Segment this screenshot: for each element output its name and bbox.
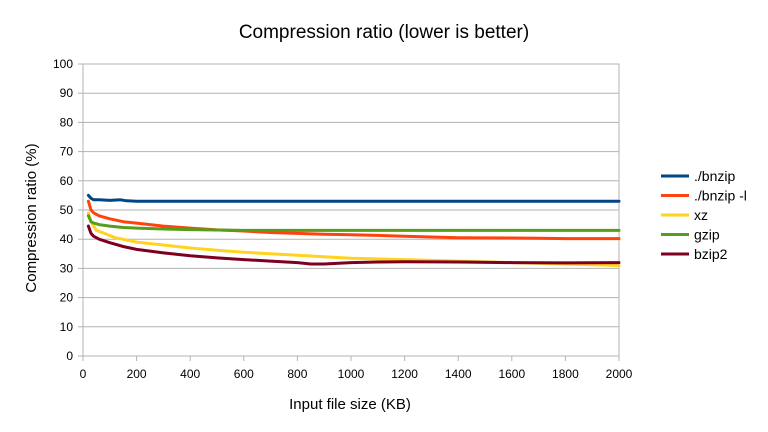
chart-title: Compression ratio (lower is better) [239, 22, 529, 43]
x-tick-label: 1800 [552, 367, 579, 381]
x-tick-label: 2000 [606, 367, 633, 381]
x-tick-label: 1200 [391, 367, 418, 381]
y-tick-label: 60 [60, 174, 74, 188]
x-tick-label: 800 [287, 367, 307, 381]
series-line-bzip2 [86, 224, 621, 266]
y-tick-label: 0 [66, 349, 73, 363]
x-tick-label: 0 [80, 367, 87, 381]
legend-label-gzip: gzip [694, 227, 720, 243]
legend-label-xz: xz [694, 207, 708, 223]
x-tick-label: 400 [180, 367, 200, 381]
x-tick-label: 200 [127, 367, 147, 381]
legend-label-bzip2: bzip2 [694, 246, 728, 262]
series-line-gzip [86, 214, 621, 232]
x-tick-label: 1600 [498, 367, 525, 381]
y-tick-label: 90 [60, 86, 74, 100]
y-tick-label: 20 [60, 291, 74, 305]
x-tick-label: 1400 [445, 367, 472, 381]
x-tick-label: 600 [234, 367, 254, 381]
legend: ./bnzip ./bnzip -l xz gzip bzip2 [661, 168, 747, 262]
series-line-bnzip-l [86, 199, 621, 241]
legend-label-bnzip-l: ./bnzip -l [694, 188, 747, 204]
y-axis-title: Compression ratio (%) [23, 143, 40, 292]
x-axis-title: Input file size (KB) [289, 396, 411, 413]
y-tick-label: 80 [60, 115, 74, 129]
y-tick-label: 50 [60, 203, 74, 217]
series-line-bnzip [86, 193, 621, 203]
y-tick-label: 70 [60, 145, 74, 159]
legend-label-bnzip: ./bnzip [694, 168, 735, 184]
y-tick-label: 30 [60, 261, 74, 275]
y-tick-label: 40 [60, 232, 74, 246]
y-tick-label: 10 [60, 320, 74, 334]
y-tick-label: 100 [53, 57, 73, 71]
x-tick-label: 1000 [338, 367, 365, 381]
